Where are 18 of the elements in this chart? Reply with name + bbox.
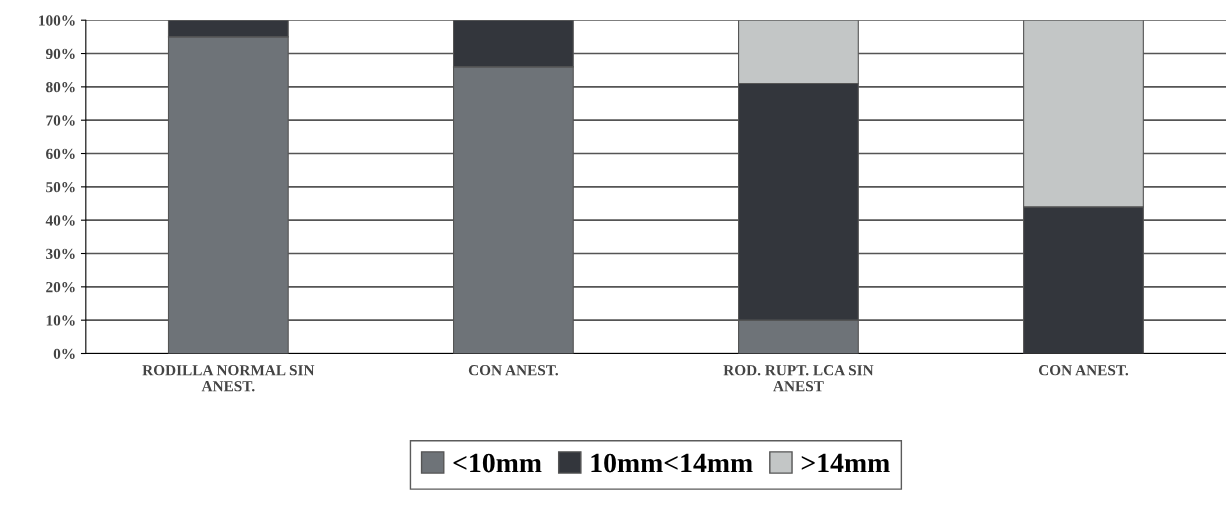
legend-label: >14mm: [801, 453, 890, 473]
y-tick-label: 60%: [46, 148, 75, 160]
x-tick-label: RODILLA NORMAL SIN ANEST.: [142, 365, 315, 392]
y-tick-label: 0%: [53, 348, 75, 359]
y-tick-label: 30%: [46, 248, 75, 260]
legend-label: <10mm: [453, 453, 542, 473]
y-tick-label: 100%: [39, 15, 75, 26]
x-tick-label: ROD. RUPT. LCA SIN ANEST: [723, 365, 874, 392]
y-tick-label: 40%: [45, 215, 75, 226]
x-tick-label: CON ANEST.: [1038, 365, 1129, 376]
x-tick-label: CON ANEST.: [468, 365, 558, 376]
legend-label: 10mm<14mm: [591, 453, 753, 473]
y-tick-label: 10%: [46, 315, 75, 326]
y-tick-label: 20%: [46, 281, 75, 293]
y-tick-label: 80%: [46, 82, 75, 93]
y-tick-label: 70%: [46, 115, 75, 126]
y-tick-label: 50%: [46, 181, 75, 193]
y-tick-label: 90%: [45, 48, 75, 60]
